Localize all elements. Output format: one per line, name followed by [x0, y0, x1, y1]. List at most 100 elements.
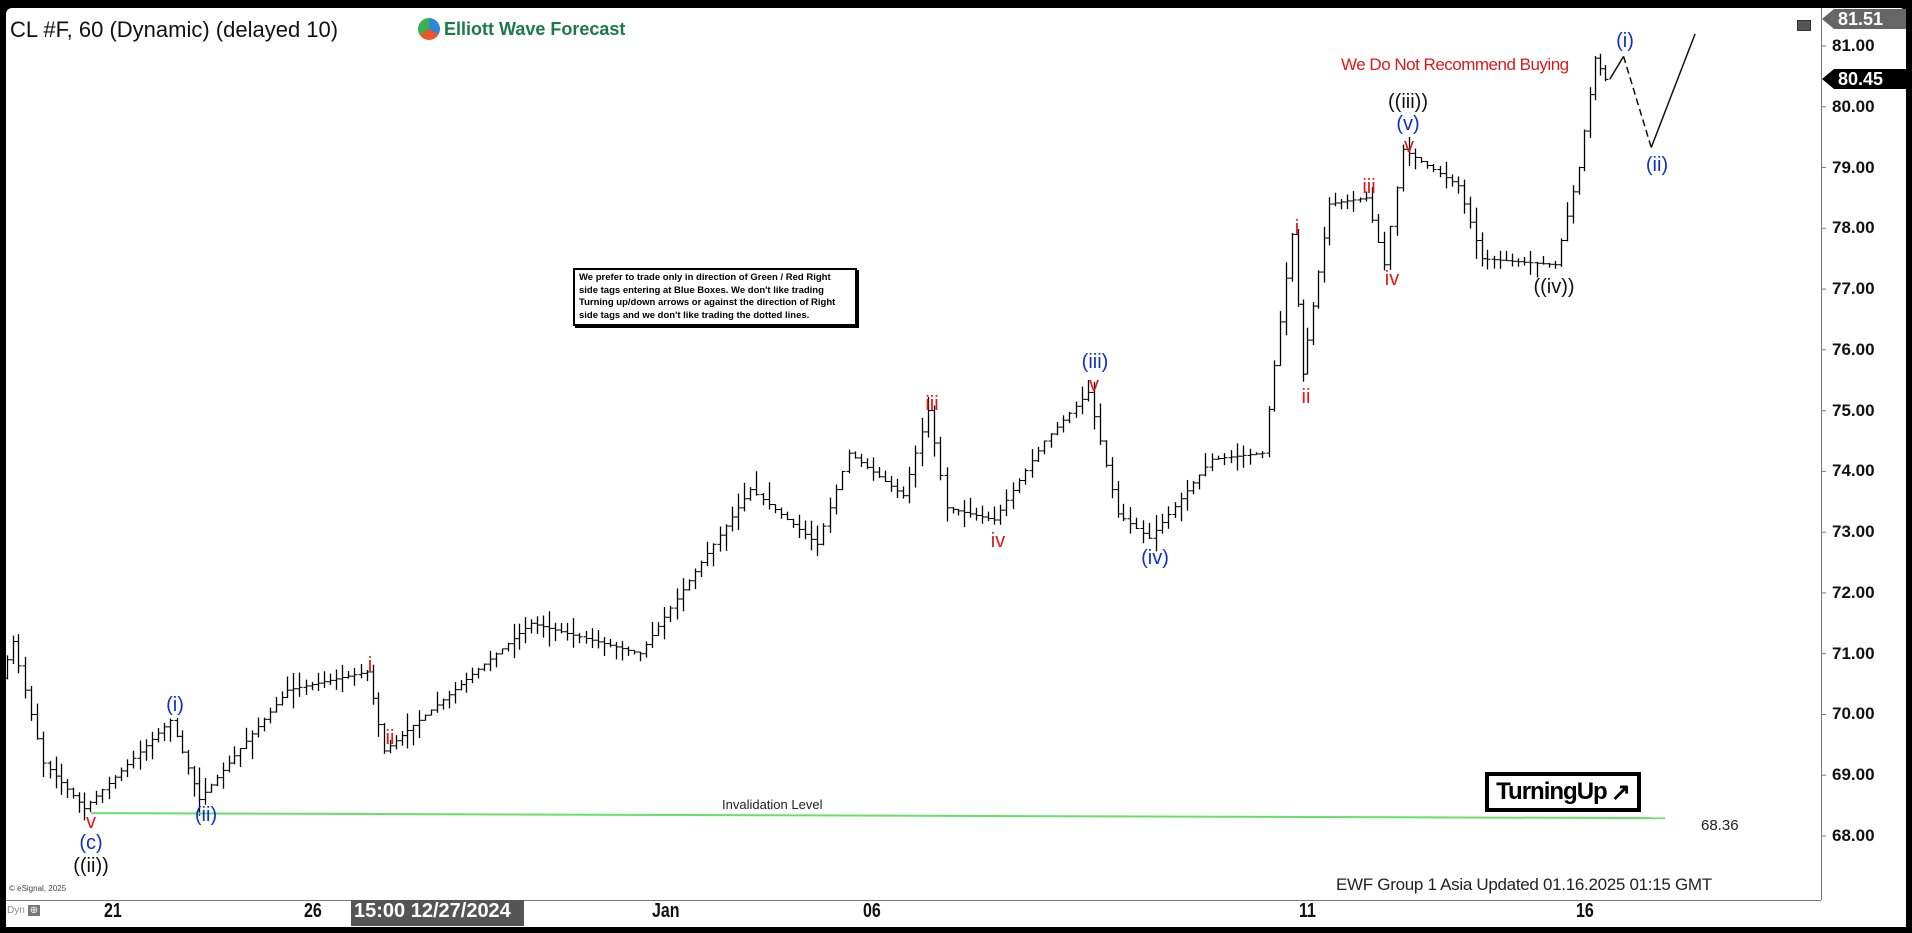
- price-bar: [613, 642, 620, 660]
- price-bar: [1253, 452, 1260, 456]
- price-bar: [161, 722, 168, 741]
- wave-label: v: [86, 811, 96, 833]
- high-price-tag: 81.51: [1822, 9, 1906, 29]
- copyright: © eSignal, 2025: [9, 884, 67, 893]
- price-bar: [900, 486, 907, 499]
- price-bar: [1473, 207, 1480, 259]
- price-bar: [196, 767, 203, 816]
- price-bar: [985, 511, 992, 522]
- price-bar: [333, 669, 340, 690]
- wave-label: (ii): [194, 804, 218, 826]
- price-bar: [1048, 433, 1055, 448]
- price-bar: [1558, 238, 1565, 267]
- dynamic-toggle[interactable]: Dyn ⊕: [7, 905, 41, 916]
- price-bar: [1240, 445, 1247, 468]
- price-bar: [10, 635, 17, 665]
- logo: Elliott Wave Forecast: [418, 18, 625, 40]
- price-bar: [1467, 196, 1474, 229]
- price-bar: [1159, 513, 1166, 534]
- price-bar: [28, 685, 35, 721]
- price-bar: [1304, 327, 1311, 375]
- price-axis-label: 68.00: [1832, 826, 1875, 845]
- price-bar: [422, 714, 429, 721]
- time-axis-label: 16: [1576, 900, 1594, 922]
- price-bar: [955, 508, 962, 516]
- price-bar: [15, 634, 22, 674]
- price-bar: [1418, 156, 1425, 163]
- price-bar: [1503, 250, 1510, 262]
- price-bar: [1484, 249, 1491, 270]
- price-bar: [1521, 256, 1528, 266]
- wave-label: (iv): [1141, 547, 1169, 569]
- price-bar: [686, 579, 693, 591]
- price-bar: [808, 520, 815, 551]
- price-bar: [1091, 381, 1098, 430]
- price-bar: [1387, 225, 1394, 270]
- price-bar: [894, 478, 901, 499]
- recommendation-text: We Do Not Recommend Buying: [1341, 55, 1569, 74]
- price-bar: [1394, 186, 1401, 236]
- price-bar: [1035, 446, 1042, 463]
- price-bar: [1449, 174, 1456, 187]
- price-bar: [1109, 457, 1116, 499]
- price-bar: [493, 652, 500, 668]
- price-bar: [522, 617, 529, 644]
- price-bar: [58, 763, 65, 796]
- price-bar: [64, 779, 71, 798]
- price-bar: [155, 728, 162, 743]
- wave-label: iv: [1384, 268, 1400, 290]
- price-bar: [680, 578, 687, 612]
- price-bar: [576, 633, 583, 644]
- wave-label: iv: [990, 530, 1006, 552]
- price-bar: [1497, 250, 1504, 269]
- price-bar: [973, 507, 980, 521]
- price-bar: [1576, 166, 1583, 195]
- price-bar: [290, 673, 297, 709]
- price-bar: [692, 568, 699, 590]
- price-axis-label: 81.00: [1832, 36, 1875, 55]
- price-bar: [564, 622, 571, 641]
- price-bar: [226, 755, 233, 773]
- price-axis-label: 73.00: [1832, 522, 1875, 542]
- price-bar: [1172, 502, 1179, 518]
- price-bar: [410, 724, 417, 746]
- wave-label: v: [1089, 374, 1099, 396]
- invalidation-value: 68.36: [1701, 817, 1739, 834]
- price-bar: [358, 664, 365, 679]
- price-bar: [463, 672, 470, 693]
- price-bar: [99, 788, 106, 803]
- price-bar: [345, 671, 352, 679]
- price-bar: [864, 458, 871, 470]
- price-bar: [546, 611, 553, 647]
- price-bar: [452, 682, 459, 704]
- price-bar: [741, 482, 748, 512]
- price-bar: [1016, 478, 1023, 494]
- price-bar: [1350, 191, 1357, 212]
- price-bar: [882, 470, 889, 483]
- price-bar: [753, 471, 760, 496]
- price-bar: [475, 667, 482, 679]
- wave-label: v: [1404, 135, 1414, 157]
- price-bar: [1363, 191, 1370, 202]
- time-axis-label: 21: [104, 900, 122, 922]
- price-bar: [747, 487, 754, 501]
- price-bar: [1540, 255, 1547, 265]
- restore-window-icon[interactable]: [1797, 20, 1811, 31]
- price-bar: [339, 664, 346, 693]
- price-bar: [255, 717, 262, 738]
- price-bar: [1375, 214, 1382, 243]
- price-bar: [296, 672, 303, 697]
- price-bar: [249, 730, 256, 760]
- price-bar: [1003, 489, 1010, 517]
- price-bar: [487, 650, 494, 672]
- price-bar: [528, 619, 535, 634]
- price-bar: [1178, 492, 1185, 522]
- wave-label: ii: [1301, 386, 1311, 408]
- price-bar: [1338, 199, 1345, 210]
- price-bar: [1424, 160, 1431, 169]
- price-axis-label: 80.00: [1832, 96, 1875, 116]
- price-bar: [1066, 411, 1073, 424]
- price-bar: [279, 691, 286, 706]
- lock-icon[interactable]: ⊕: [27, 905, 41, 916]
